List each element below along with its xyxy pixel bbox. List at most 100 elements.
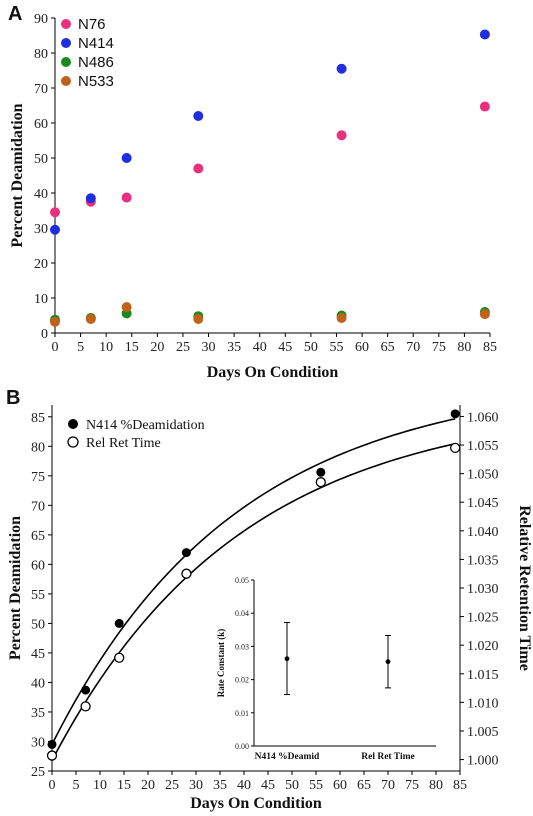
y-tick-label: 45: [31, 647, 45, 662]
data-point-rel-ret-time: [315, 477, 326, 488]
data-point-n414: [121, 153, 132, 163]
y-tick-label: 85: [31, 411, 45, 426]
y-tick-label: 10: [34, 292, 48, 307]
legend-label-deamidation: N414 %Deamidation: [86, 418, 205, 433]
x-tick-label: 20: [141, 778, 155, 793]
x-tick-label: 20: [150, 340, 164, 355]
data-point-deamidation: [47, 739, 57, 749]
y-tick-label: 80: [34, 47, 48, 62]
legend-marker-n533: [61, 76, 71, 86]
y2-tick-label: 1.005: [467, 725, 499, 740]
data-point-n533: [193, 314, 204, 324]
y2-tick-label: 1.050: [467, 468, 499, 483]
x-tick-label: 35: [227, 340, 241, 355]
panel-b-x-title: Days On Condition: [190, 795, 322, 812]
y2-tick-label: 1.010: [467, 696, 499, 711]
legend-marker-rel-ret-time: [67, 436, 79, 448]
y-tick-label: 65: [31, 529, 45, 544]
data-point-n533: [85, 314, 96, 324]
data-point-deamidation: [450, 409, 460, 419]
y-tick-label: 55: [31, 588, 45, 603]
x-tick-label: 80: [457, 340, 471, 355]
legend-marker-deamidation: [68, 419, 78, 429]
inset-category-label: N414 %Deamid: [255, 752, 320, 762]
y2-tick-label: 1.025: [467, 611, 499, 626]
data-point-n414: [479, 29, 490, 40]
data-point-rel-ret-time: [80, 701, 91, 712]
x-tick-label: 30: [189, 778, 203, 793]
data-point-rel-ret-time: [46, 750, 58, 761]
panel-b-chart: 0 5 10 15 20 25 30 35 40 45 50 55 60 65 70 75 80 85 25 30 3…: [7, 405, 533, 812]
x-tick-label: 50: [285, 778, 299, 793]
data-point-n76: [121, 192, 132, 203]
y-tick-label: 30: [34, 222, 48, 237]
x-tick-label: 60: [333, 778, 347, 793]
inset-point: [284, 656, 290, 662]
panel-a-x-title: Days On Condition: [207, 364, 339, 381]
data-point-n533: [121, 302, 132, 313]
data-point-n414: [336, 63, 347, 74]
data-point-n533: [336, 312, 347, 323]
y2-tick-label: 1.015: [467, 668, 499, 683]
x-tick-label: 10: [99, 340, 113, 355]
x-tick-label: 80: [429, 778, 443, 793]
y-tick-label: 80: [31, 440, 45, 455]
x-tick-label: 10: [93, 778, 107, 793]
x-tick-label: 50: [304, 340, 318, 355]
x-tick-label: 65: [357, 778, 371, 793]
x-tick-label: 55: [329, 340, 343, 355]
legend-label-n76: N76: [78, 16, 106, 33]
x-tick-label: 45: [261, 778, 275, 793]
y-tick-label: 70: [31, 499, 45, 514]
rate-constant-inset: 0.00 0.01 0.02 0.03 0.04 0.05 N414 %Deamid Rel…: [216, 576, 436, 762]
x-tick-label: 60: [355, 340, 369, 355]
legend-label-rel-ret-time: Rel Ret Time: [86, 436, 161, 451]
data-point-n76: [479, 101, 490, 112]
x-tick-label: 0: [52, 340, 59, 355]
data-point-n414: [50, 224, 60, 235]
x-tick-label: 70: [381, 778, 395, 793]
panel-a-label: A: [8, 3, 22, 25]
y-tick-label: 30: [31, 735, 45, 750]
inset-category-label: Rel Ret Time: [361, 752, 414, 762]
y-tick-label: 60: [34, 117, 48, 132]
data-point-deamidation: [81, 685, 91, 695]
x-tick-label: 85: [453, 778, 467, 793]
x-tick-label: 75: [432, 340, 446, 355]
x-tick-label: 15: [125, 340, 139, 355]
data-point-rel-ret-time: [181, 568, 192, 579]
x-tick-label: 25: [176, 340, 190, 355]
y-tick-label: 50: [34, 152, 48, 167]
x-tick-label: 35: [213, 778, 227, 793]
x-tick-label: 65: [381, 340, 395, 355]
x-tick-label: 75: [405, 778, 419, 793]
data-point-n76: [336, 130, 347, 141]
y2-tick-label: 1.040: [467, 525, 499, 540]
data-point-n414: [85, 193, 96, 204]
legend-marker-n414: [61, 38, 71, 48]
y-tick-label: 90: [34, 12, 48, 27]
legend-marker-n76: [61, 19, 71, 29]
inset-y-tick-label: 0.00: [235, 742, 249, 751]
y-tick-label: 50: [31, 617, 45, 632]
x-tick-label: 45: [278, 340, 292, 355]
x-tick-label: 85: [483, 340, 497, 355]
panel-a-y-title: Percent Deamidation: [9, 103, 26, 247]
data-point-rel-ret-time: [114, 652, 125, 663]
data-point-deamidation: [316, 467, 326, 477]
data-point-n76: [193, 163, 204, 174]
x-tick-label: 70: [406, 340, 420, 355]
inset-point: [385, 659, 391, 665]
panel-b-label: B: [6, 387, 20, 409]
inset-y-title: Rate Constant (k): [216, 629, 226, 698]
data-point-deamidation: [114, 618, 124, 628]
fit-curve-deamidation: [51, 418, 456, 745]
y2-tick-label: 1.045: [467, 496, 499, 511]
data-point-rel-ret-time: [450, 442, 461, 454]
legend-label-n533: N533: [78, 73, 114, 90]
legend-label-n486: N486: [78, 54, 114, 71]
y-tick-label: 35: [31, 706, 45, 721]
y-tick-label: 25: [31, 765, 45, 780]
y2-tick-label: 1.035: [467, 553, 499, 568]
